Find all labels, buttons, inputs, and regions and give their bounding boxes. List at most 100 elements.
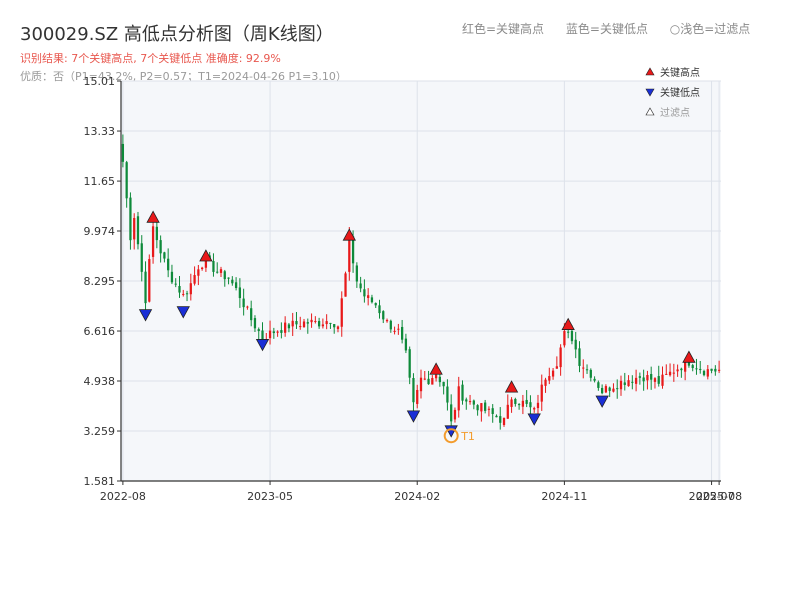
candle-body (525, 399, 528, 404)
key-low-marker (176, 306, 190, 319)
candle-body (480, 403, 483, 412)
candle-body (717, 369, 721, 371)
candle-body (325, 321, 328, 325)
candle-body (306, 322, 309, 324)
candle-body (442, 381, 445, 387)
candle-body (491, 408, 494, 414)
candle-body (257, 329, 260, 332)
candle-body (476, 405, 479, 411)
key-high-marker (429, 362, 443, 375)
candle-body (570, 330, 574, 342)
candle-body (389, 320, 392, 330)
candle-body (302, 321, 306, 328)
candle-body (182, 293, 185, 295)
legend-high-icon (645, 67, 655, 76)
candle-body (336, 326, 340, 330)
candle-body (540, 384, 543, 402)
candle-body (242, 298, 245, 308)
candle-body (548, 376, 551, 381)
candle-body (699, 368, 702, 371)
candle-body (427, 378, 430, 385)
candle-body (129, 197, 132, 241)
markers: T1 (138, 210, 696, 444)
candle-body (412, 377, 415, 403)
candle-body (517, 404, 521, 406)
candle-body (382, 311, 385, 320)
candle-body (295, 321, 298, 325)
candle-body (159, 240, 162, 254)
candle-body (457, 386, 460, 411)
candle-body (299, 326, 302, 328)
candle-body (502, 417, 506, 425)
candle-body (167, 258, 170, 271)
candle-body (533, 408, 536, 410)
candle-body (657, 376, 660, 384)
candle-body (653, 378, 657, 382)
candle-body (359, 283, 362, 289)
key-low-marker (138, 309, 153, 322)
candle-body (348, 237, 351, 272)
x-tick-label: 2022-08 (100, 490, 146, 503)
legend-filtered-label: 过滤点 (660, 106, 690, 119)
key-low-marker (406, 410, 421, 423)
x-tick-label: 2023-05 (247, 490, 293, 503)
candle-body (589, 369, 592, 378)
candle-body (582, 367, 585, 369)
candle-body (676, 369, 679, 372)
key-high-marker (199, 249, 213, 262)
key-high-marker (504, 380, 519, 393)
candle-body (212, 261, 215, 272)
candle-body (714, 368, 717, 372)
candle-body (627, 380, 630, 387)
quality-summary: 优质：否（P1=43.2%, P2=0.57；T1=2024-04-26 P1=… (20, 70, 347, 83)
candle-body (401, 326, 404, 340)
candle-body (646, 374, 649, 381)
candle-body (495, 415, 498, 418)
candle-body (608, 387, 611, 391)
key-low-marker (527, 413, 541, 426)
candle-body (170, 271, 174, 283)
candle-body (329, 322, 332, 324)
candle-body (506, 404, 509, 419)
candle-body (231, 279, 234, 284)
candle-body (174, 283, 177, 285)
candle-body (691, 365, 694, 369)
candle-body (597, 382, 600, 388)
candle-body (434, 374, 438, 379)
candle-body (351, 236, 355, 264)
candle-body (121, 143, 125, 162)
candle-body (619, 380, 623, 390)
candle-body (397, 328, 400, 330)
candle-body (204, 255, 208, 268)
y-tick-label: 13.33 (84, 125, 116, 138)
candle-body (223, 271, 226, 280)
x-tick-label: 2025-07 (689, 490, 735, 503)
candle-body (148, 259, 151, 302)
candle-body (193, 275, 196, 284)
candle-body (529, 402, 532, 408)
candle-body (268, 330, 272, 339)
key-high-marker (342, 228, 356, 241)
x-tick-label: 2024-02 (394, 490, 440, 503)
candle-body (125, 162, 128, 199)
candle-body (163, 252, 166, 259)
candle-body (219, 269, 223, 273)
candle-body (510, 399, 513, 407)
candle-body (378, 305, 381, 314)
x-tick-label: 2024-11 (541, 490, 587, 503)
candle-body (487, 408, 491, 410)
candle-body (189, 283, 192, 295)
candle-body (665, 373, 668, 375)
y-tick-label: 3.259 (84, 425, 116, 438)
candle-body (536, 402, 540, 409)
candle-body (197, 269, 200, 276)
candle-body (234, 282, 238, 289)
key-high-marker (682, 350, 696, 363)
candle-body (612, 388, 615, 392)
candle-body (201, 267, 204, 270)
candle-body (567, 331, 570, 333)
candle-body (291, 320, 294, 327)
candle-body (363, 289, 366, 297)
